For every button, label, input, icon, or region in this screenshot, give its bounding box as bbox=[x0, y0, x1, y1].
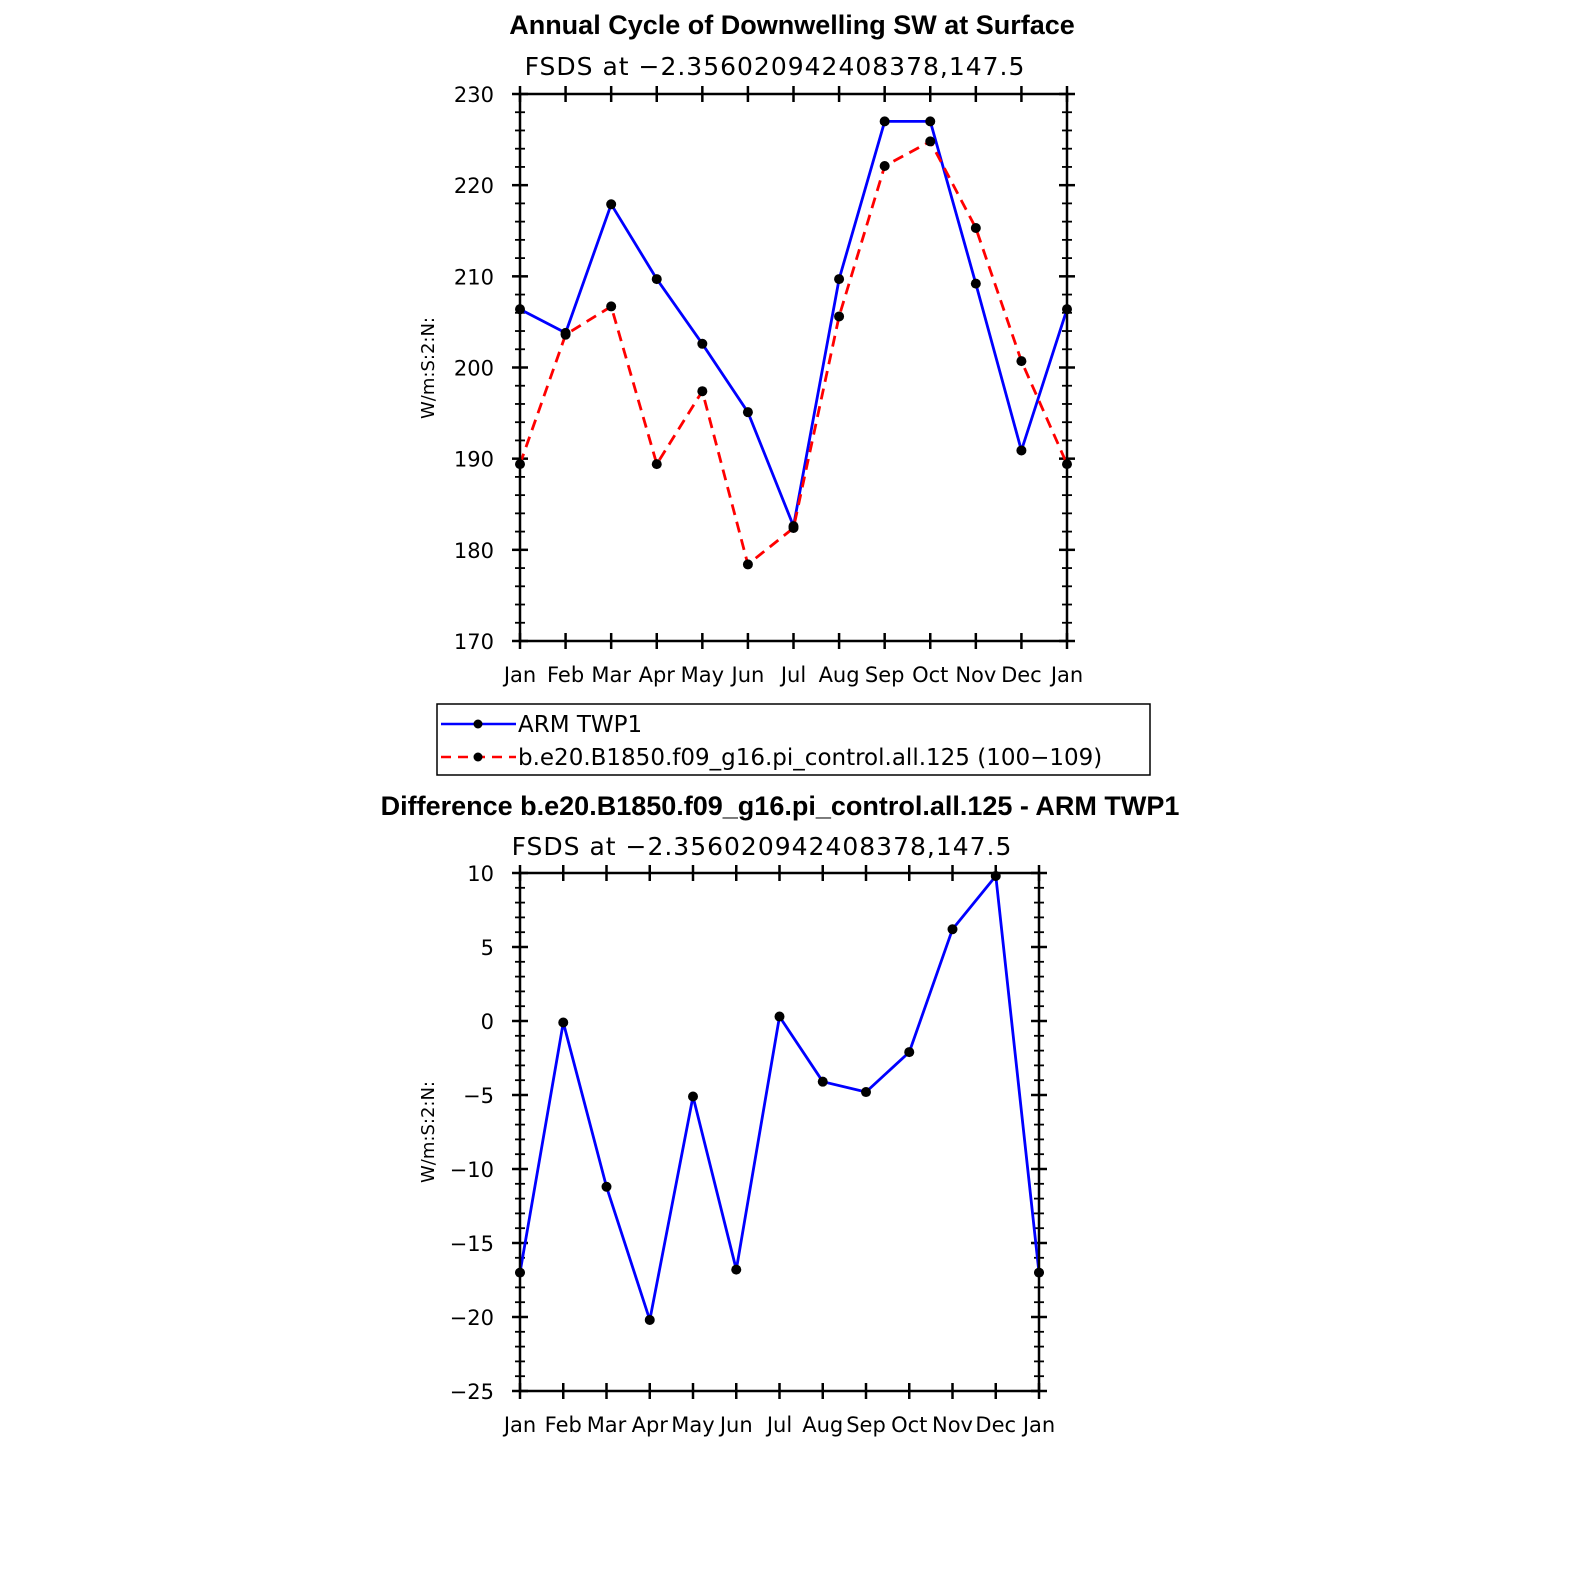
x-tick-label: May bbox=[681, 663, 724, 687]
chart2-subtitle: FSDS at −2.356020942408378,147.5 bbox=[512, 832, 1013, 861]
data-point bbox=[817, 1076, 828, 1087]
data-point bbox=[742, 559, 753, 570]
legend-box bbox=[436, 703, 1151, 776]
data-point bbox=[606, 199, 617, 210]
y-tick-label: 220 bbox=[454, 174, 494, 198]
chart2-x-tick-labels: Jan Feb Mar Apr May Jun Jul Aug Sep Oct Nov Dec Jan bbox=[502, 1413, 1055, 1437]
x-tick-label: Jun bbox=[718, 1413, 753, 1437]
y-tick-label: 0 bbox=[481, 1010, 494, 1034]
x-tick-label: Sep bbox=[865, 663, 905, 687]
x-tick-label: Nov bbox=[932, 1413, 973, 1437]
data-point bbox=[697, 386, 708, 397]
data-point bbox=[879, 116, 890, 127]
series-line-1 bbox=[519, 120, 1069, 528]
data-point bbox=[651, 274, 662, 285]
y-tick-label: −5 bbox=[463, 1084, 494, 1108]
data-point bbox=[879, 161, 890, 172]
legend-label-arm: ARM TWP1 bbox=[518, 712, 642, 738]
difference-chart: Difference b.e20.B1850.f09_g16.pi_contro… bbox=[381, 791, 1180, 1437]
y-tick-label: −25 bbox=[450, 1380, 494, 1404]
y-tick-label: −20 bbox=[450, 1306, 494, 1330]
x-tick-label: May bbox=[671, 1413, 714, 1437]
chart1-x-tick-labels: Jan Feb Mar Apr May Jun Jul Aug Sep Oct Nov Dec Jan bbox=[502, 663, 1083, 687]
data-point bbox=[558, 1017, 569, 1028]
x-tick-label: Feb bbox=[545, 1413, 582, 1437]
x-tick-label: Jul bbox=[765, 1413, 792, 1437]
data-point bbox=[742, 407, 753, 418]
data-point bbox=[688, 1091, 698, 1102]
y-tick-label: 200 bbox=[454, 357, 494, 381]
legend: ARM TWP1 b.e20.B1850.f09_g16.pi_control.… bbox=[436, 703, 1151, 776]
y-tick-label: −15 bbox=[450, 1232, 494, 1256]
x-tick-label: Jan bbox=[1049, 663, 1083, 687]
chart2-series bbox=[515, 870, 1044, 1325]
y-tick-label: 10 bbox=[467, 862, 494, 886]
x-tick-label: Apr bbox=[632, 1413, 669, 1437]
x-tick-label: Apr bbox=[639, 663, 676, 687]
x-tick-label: Jan bbox=[1021, 1413, 1055, 1437]
y-tick-label: 230 bbox=[454, 83, 494, 107]
chart2-y-axis-label: W/m:S:2:N: bbox=[418, 1081, 439, 1183]
data-point bbox=[925, 116, 936, 127]
chart1-ticks bbox=[512, 86, 1075, 649]
y-tick-label: 170 bbox=[454, 630, 494, 654]
chart2-plot-frame bbox=[518, 871, 1041, 1393]
x-tick-label: Oct bbox=[891, 1413, 927, 1437]
x-tick-label: Mar bbox=[591, 663, 631, 687]
chart1-y-axis-label: W/m:S:2:N: bbox=[418, 317, 439, 419]
y-tick-label: 190 bbox=[454, 448, 494, 472]
data-point bbox=[834, 311, 845, 322]
data-point bbox=[970, 278, 981, 289]
y-tick-label: 180 bbox=[454, 539, 494, 563]
x-tick-label: Oct bbox=[912, 663, 948, 687]
data-point bbox=[774, 1011, 785, 1022]
data-point bbox=[861, 1087, 871, 1098]
data-point bbox=[651, 459, 662, 470]
legend-marker-arm bbox=[473, 719, 483, 729]
x-tick-label: Nov bbox=[955, 663, 996, 687]
chart1-series bbox=[515, 116, 1072, 570]
data-point bbox=[947, 924, 958, 935]
series-line-2 bbox=[518, 139, 1069, 566]
data-point bbox=[1016, 356, 1027, 367]
legend-label-model: b.e20.B1850.f09_g16.pi_control.all.125 (… bbox=[518, 745, 1102, 771]
annual-cycle-chart: Annual Cycle of Downwelling SW at Surfac… bbox=[418, 10, 1083, 687]
x-tick-label: Jun bbox=[730, 663, 765, 687]
y-tick-label: 210 bbox=[454, 265, 494, 289]
data-point bbox=[601, 1181, 612, 1192]
x-tick-label: Feb bbox=[547, 663, 584, 687]
data-point bbox=[904, 1047, 915, 1058]
chart1-title: Annual Cycle of Downwelling SW at Surfac… bbox=[509, 10, 1075, 40]
data-point bbox=[788, 522, 799, 533]
y-tick-label: 5 bbox=[481, 936, 494, 960]
chart1-plot-frame bbox=[518, 92, 1069, 643]
data-point bbox=[560, 329, 571, 340]
chart1-y-tick-labels: 230 220 210 200 190 180 170 bbox=[454, 83, 494, 654]
x-tick-label: Dec bbox=[1001, 663, 1042, 687]
y-tick-label: −10 bbox=[450, 1158, 494, 1182]
data-point bbox=[1016, 445, 1027, 456]
chart1-subtitle: FSDS at −2.356020942408378,147.5 bbox=[525, 52, 1026, 81]
x-tick-label: Jan bbox=[502, 663, 536, 687]
chart2-y-tick-labels: 10 5 0 −5 −10 −15 −20 −25 bbox=[450, 862, 494, 1404]
x-tick-label: Aug bbox=[819, 663, 860, 687]
data-point bbox=[925, 136, 936, 147]
x-tick-label: Sep bbox=[846, 1413, 886, 1437]
data-point bbox=[644, 1314, 655, 1325]
legend-marker-model bbox=[473, 752, 483, 762]
series-line-1 bbox=[518, 874, 1041, 1322]
data-point bbox=[834, 274, 845, 285]
data-point bbox=[970, 223, 981, 234]
x-tick-label: Jul bbox=[779, 663, 806, 687]
x-tick-label: Aug bbox=[802, 1413, 843, 1437]
x-tick-label: Dec bbox=[975, 1413, 1016, 1437]
chart2-title: Difference b.e20.B1850.f09_g16.pi_contro… bbox=[381, 791, 1180, 821]
data-point bbox=[697, 338, 708, 349]
data-point bbox=[731, 1264, 742, 1275]
data-point bbox=[606, 301, 617, 312]
x-tick-label: Mar bbox=[587, 1413, 627, 1437]
x-tick-label: Jan bbox=[502, 1413, 536, 1437]
